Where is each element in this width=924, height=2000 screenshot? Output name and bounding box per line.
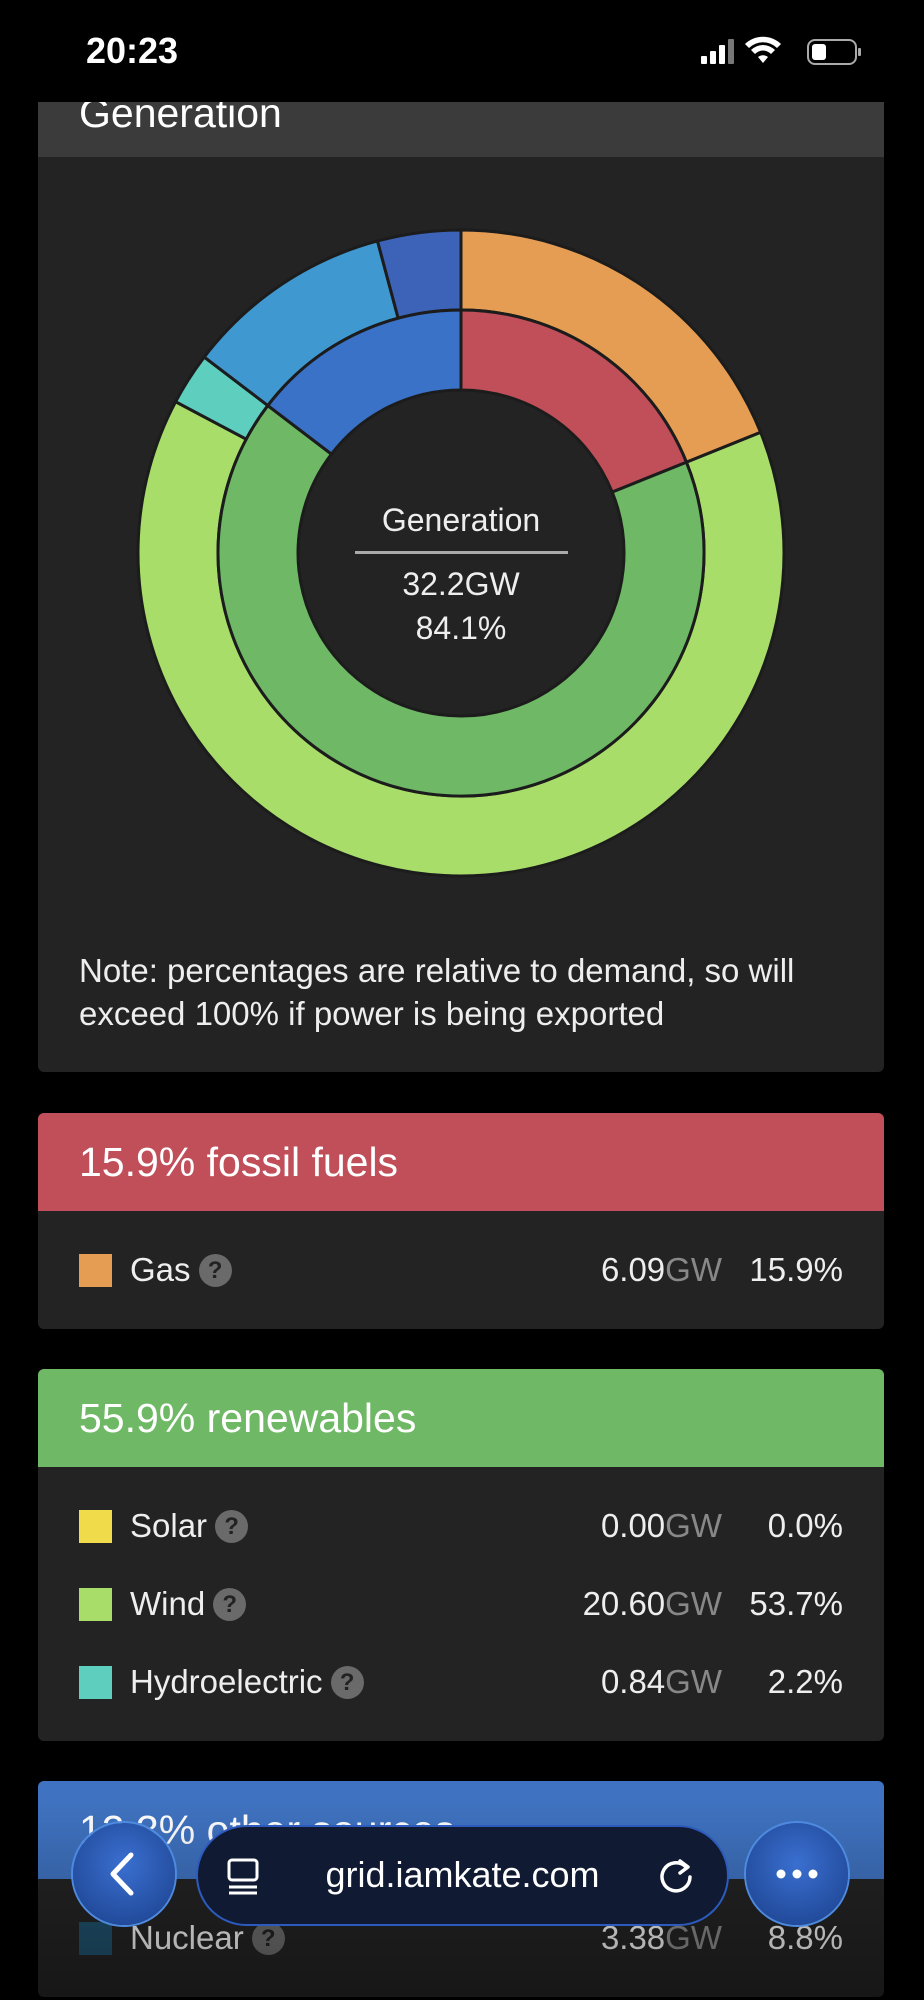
source-swatch — [79, 1510, 112, 1543]
source-name: Hydroelectric? — [130, 1663, 364, 1701]
url: grid.iamkate.com — [325, 1854, 600, 1895]
donut-segment — [216, 403, 706, 798]
donut-chart — [136, 228, 786, 878]
source-label: Gas — [130, 1251, 191, 1288]
card-header — [38, 102, 884, 157]
source-name: Nuclear? — [130, 1919, 285, 1957]
source-label: Hydroelectric — [130, 1663, 323, 1700]
status-time: 20:23 — [86, 30, 179, 71]
source-swatch — [79, 1666, 112, 1699]
power-value: 0.84 — [600, 1663, 666, 1700]
source-swatch — [79, 1588, 112, 1621]
source-power: 0.84GW — [601, 1663, 722, 1701]
help-icon[interactable]: ? — [215, 1509, 249, 1543]
power-value: 3.38 — [601, 1919, 665, 1956]
source-label: Nuclear — [130, 1919, 244, 1957]
help-icon[interactable]: ? — [213, 1587, 247, 1621]
power-unit: GW — [665, 1251, 722, 1288]
source-name: Gas? — [130, 1251, 232, 1289]
donut-segment — [265, 308, 463, 457]
source-name: Solar? — [130, 1507, 249, 1545]
help-icon[interactable]: ? — [330, 1665, 364, 1699]
help-icon[interactable]: ? — [198, 1253, 232, 1287]
center-percent: 84.1% — [415, 610, 507, 646]
power-unit: GW — [665, 1663, 722, 1700]
source-label: Wind — [130, 1585, 206, 1622]
power-unit: GW — [665, 1585, 722, 1622]
source-label: Solar — [130, 1507, 208, 1544]
source-row: Hydroelectric? 0.84GW 2.2% — [38, 1653, 884, 1713]
address-bar[interactable]: grid.iamkate.com — [198, 1827, 727, 1924]
source-row: Solar? 0.00GW 0.0% — [38, 1497, 884, 1557]
power-unit: GW — [665, 1919, 722, 1956]
center-power: 32.2GW — [402, 566, 520, 602]
source-power: 20.60GW — [583, 1585, 722, 1623]
help-icon[interactable]: ? — [251, 1921, 285, 1955]
center-divider — [355, 551, 568, 554]
generation-card: Generation Generation 32.2GW 84.1% Note:… — [38, 102, 884, 1072]
source-power: 6.09GW — [601, 1251, 722, 1289]
group-header: 55.9% renewables — [38, 1369, 884, 1467]
source-name: Wind? — [130, 1585, 247, 1623]
group-card: 55.9% renewables Solar? 0.00GW 0.0% Wind? 20.… — [38, 1369, 884, 1741]
power-value: 20.60 — [582, 1585, 666, 1622]
card-title: Generation — [79, 102, 282, 136]
note: Note: percentages are relative to demand… — [79, 952, 795, 1032]
source-percent: 8.8% — [768, 1919, 843, 1957]
source-percent: 0.0% — [767, 1507, 843, 1544]
source-percent: 2.2% — [767, 1663, 843, 1700]
power-value: 6.09 — [600, 1251, 666, 1288]
center-label: Generation — [381, 502, 541, 538]
back-button[interactable] — [73, 1823, 175, 1925]
power-unit: GW — [665, 1507, 722, 1544]
source-power: 3.38GW — [601, 1919, 722, 1957]
group-header: 15.9% fossil fuels — [38, 1113, 884, 1211]
more-button[interactable] — [746, 1823, 848, 1925]
source-swatch — [79, 1922, 112, 1955]
group-card: 15.9% fossil fuels Gas? 6.09GW 15.9% — [38, 1113, 884, 1329]
source-row: Gas? 6.09GW 15.9% — [38, 1241, 884, 1301]
source-row: Wind? 20.60GW 53.7% — [38, 1575, 884, 1635]
source-swatch — [79, 1254, 112, 1287]
source-power: 0.00GW — [601, 1507, 722, 1545]
source-row: Nuclear? 3.38GW 8.8% — [38, 1909, 884, 1969]
source-percent: 53.7% — [749, 1585, 843, 1622]
status-icons — [701, 36, 861, 65]
power-value: 0.00 — [600, 1507, 666, 1544]
source-percent: 15.9% — [749, 1251, 843, 1288]
